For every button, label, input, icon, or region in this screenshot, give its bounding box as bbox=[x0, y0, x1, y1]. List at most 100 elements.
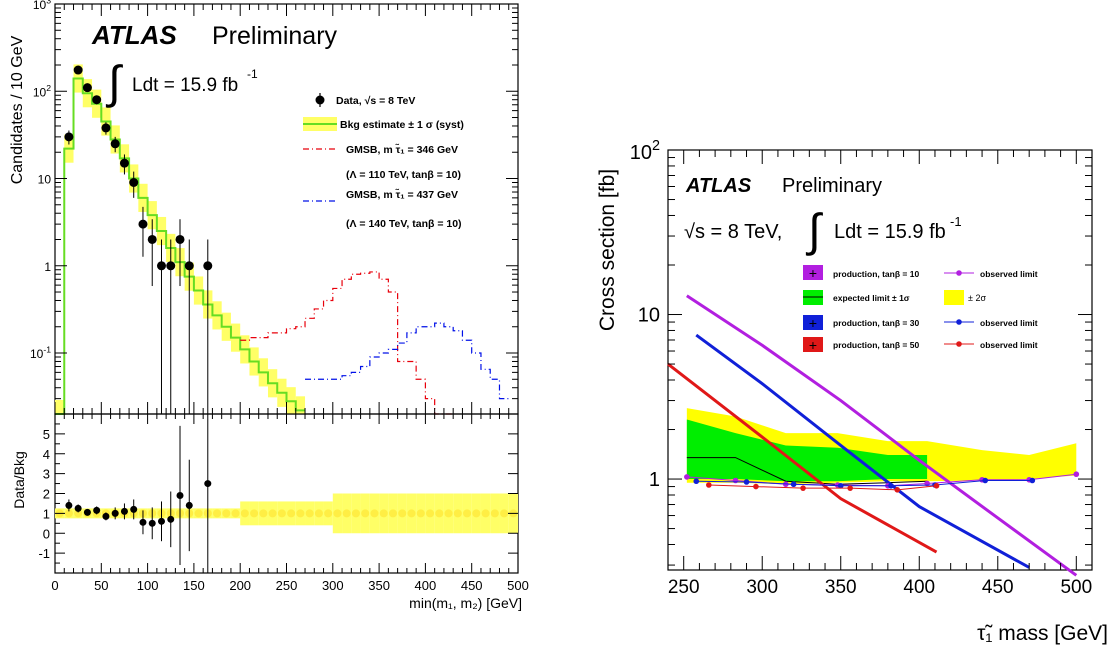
data-point bbox=[64, 132, 74, 142]
x-tick-label: 250 bbox=[276, 578, 298, 593]
x-tick-label: 500 bbox=[507, 578, 529, 593]
observed-limit-point bbox=[743, 479, 750, 485]
ratio-point bbox=[157, 517, 165, 525]
ratio-y-tick-label: 2 bbox=[43, 487, 50, 502]
production-curve-tb50 bbox=[667, 362, 938, 554]
x-tick-label: 100 bbox=[137, 578, 159, 593]
ratio-band-marker bbox=[453, 509, 462, 518]
legend-gmsb437-sub: (Λ = 140 TeV, tanβ = 10) bbox=[346, 218, 462, 230]
ratio-point bbox=[102, 512, 110, 520]
ratio-point bbox=[83, 508, 91, 516]
ratio-band-marker bbox=[222, 509, 231, 518]
right-curves bbox=[667, 294, 1080, 577]
ratio-band-marker bbox=[407, 509, 416, 518]
data-point bbox=[147, 234, 157, 244]
left-y-axis-ticks: 10-1 1 10 102 103 bbox=[30, 0, 519, 415]
right-legend: + production, tanβ = 10 observed limit e… bbox=[803, 265, 1038, 353]
ratio-band-marker bbox=[351, 509, 360, 518]
ratio-point bbox=[120, 507, 128, 515]
ratio-band-marker bbox=[342, 509, 351, 518]
ratio-band-marker bbox=[268, 509, 277, 518]
observed-limit-point bbox=[894, 487, 901, 493]
ratio-band-marker bbox=[240, 509, 249, 518]
ratio-band-marker bbox=[398, 509, 407, 518]
observed-limit-point bbox=[684, 474, 690, 480]
ratio-point bbox=[185, 501, 193, 509]
legend-expected-label: expected limit ± 1σ bbox=[833, 293, 910, 303]
ratio-band-marker bbox=[74, 509, 83, 518]
ratio-band-marker bbox=[361, 509, 370, 518]
bkg-band-bin bbox=[295, 396, 306, 414]
data-point bbox=[175, 234, 185, 244]
observed-limit-point bbox=[933, 482, 940, 489]
left-x-axis-label: min(m₁, m₂) [GeV] bbox=[409, 595, 522, 611]
left-legend: Data, √s = 8 TeV Bkg estimate ± 1 σ (sys… bbox=[303, 93, 464, 230]
ratio-point bbox=[74, 504, 82, 512]
x-tick-label: 400 bbox=[903, 577, 935, 598]
left-lumi-integral: ∫ bbox=[105, 56, 123, 108]
right-lumi-sup: -1 bbox=[950, 214, 962, 229]
right-x-axis-label: τ̃₁ mass [GeV] bbox=[977, 622, 1108, 645]
legend-obs50-label: observed limit bbox=[980, 340, 1038, 350]
right-y-axis-label: Cross section [fb] bbox=[596, 169, 619, 331]
legend-tb30-label: production, tanβ = 30 bbox=[833, 318, 919, 328]
observed-limit-point bbox=[732, 477, 739, 484]
ratio-point bbox=[139, 518, 147, 526]
ratio-band-marker bbox=[388, 509, 397, 518]
x-tick-label: 350 bbox=[825, 577, 857, 598]
ratio-band-marker bbox=[296, 509, 305, 518]
left-data-points bbox=[64, 65, 213, 414]
ratio-y-tick-label: 0 bbox=[43, 526, 50, 541]
ratio-point bbox=[93, 506, 101, 514]
right-plot-frame bbox=[667, 149, 1093, 571]
ratio-y-axis-label: Data/Bkg bbox=[11, 451, 27, 509]
ratio-band-marker bbox=[324, 509, 333, 518]
left-y-axis-label: Candidates / 10 GeV bbox=[9, 35, 26, 184]
x-tick-label: 300 bbox=[746, 577, 778, 598]
data-point bbox=[119, 158, 129, 168]
ratio-band-marker bbox=[194, 509, 203, 518]
x-tick-label: 250 bbox=[668, 577, 700, 598]
x-tick-label: 300 bbox=[322, 578, 344, 593]
observed-limit-point bbox=[888, 482, 894, 489]
x-tick-label: 450 bbox=[982, 577, 1014, 598]
y-tick-label: 1 bbox=[649, 469, 660, 491]
ratio-band-marker bbox=[333, 509, 342, 518]
right-status: Preliminary bbox=[782, 175, 882, 197]
right-lumi-text: Ldt = 15.9 fb bbox=[834, 221, 946, 243]
observed-limit-point bbox=[753, 483, 759, 490]
ratio-y-tick-label: 4 bbox=[43, 447, 50, 462]
ratio-y-tick-label: 1 bbox=[43, 506, 50, 521]
legend-2sigma-label: ± 2σ bbox=[968, 293, 986, 303]
ratio-y-tick-label: -1 bbox=[38, 546, 50, 561]
ratio-y-tick-label: 3 bbox=[43, 467, 50, 482]
data-point bbox=[129, 177, 139, 187]
legend-tb10-label: production, tanβ = 10 bbox=[833, 269, 919, 279]
expected-limit-bands bbox=[686, 408, 1077, 485]
ratio-band-marker bbox=[277, 509, 286, 518]
ratio-band-marker bbox=[213, 509, 222, 518]
left-main-plot-frame bbox=[54, 3, 519, 415]
x-tick-label: 150 bbox=[183, 578, 205, 593]
data-point bbox=[166, 261, 176, 271]
data-point bbox=[101, 123, 111, 133]
ratio-point bbox=[204, 480, 212, 488]
ratio-band-marker bbox=[444, 509, 453, 518]
ratio-band-marker bbox=[305, 509, 314, 518]
y-tick-label: 10 bbox=[38, 173, 52, 187]
ratio-point bbox=[130, 505, 138, 513]
legend-data-label: Data, √s = 8 TeV bbox=[336, 95, 415, 107]
observed-limit-tb30 bbox=[696, 479, 1033, 487]
observed-limit-point bbox=[982, 477, 989, 484]
ratio-band-marker bbox=[463, 509, 472, 518]
left-brand: ATLAS bbox=[91, 20, 177, 50]
left-lumi-text: Ldt = 15.9 fb bbox=[132, 75, 238, 96]
ratio-y-axis-ticks: -1 0 1 2 3 4 5 bbox=[38, 423, 518, 564]
ratio-data-points bbox=[65, 414, 212, 573]
ratio-band-marker bbox=[370, 509, 379, 518]
ratio-band-marker bbox=[314, 509, 323, 518]
ratio-band-marker bbox=[481, 509, 490, 518]
legend-bkg-label: Bkg estimate ± 1 σ (syst) bbox=[340, 119, 464, 131]
left-lumi-sup: -1 bbox=[247, 67, 258, 81]
